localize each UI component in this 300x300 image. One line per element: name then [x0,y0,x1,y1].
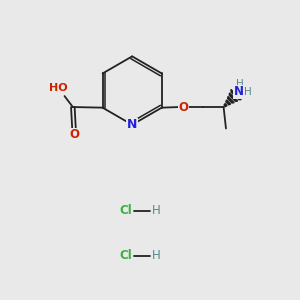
Text: HO: HO [49,83,68,93]
Text: H: H [244,87,252,97]
Text: H: H [152,249,160,262]
Polygon shape [231,89,241,100]
Text: N: N [127,118,137,131]
Text: H: H [236,79,244,89]
Polygon shape [230,93,238,101]
Text: O: O [178,100,188,114]
Text: Cl: Cl [120,249,133,262]
Text: H: H [152,204,160,218]
Text: O: O [69,128,79,141]
Polygon shape [226,100,231,105]
Text: Cl: Cl [120,204,133,218]
Text: N: N [234,85,244,98]
Polygon shape [228,97,234,103]
Polygon shape [224,103,227,106]
